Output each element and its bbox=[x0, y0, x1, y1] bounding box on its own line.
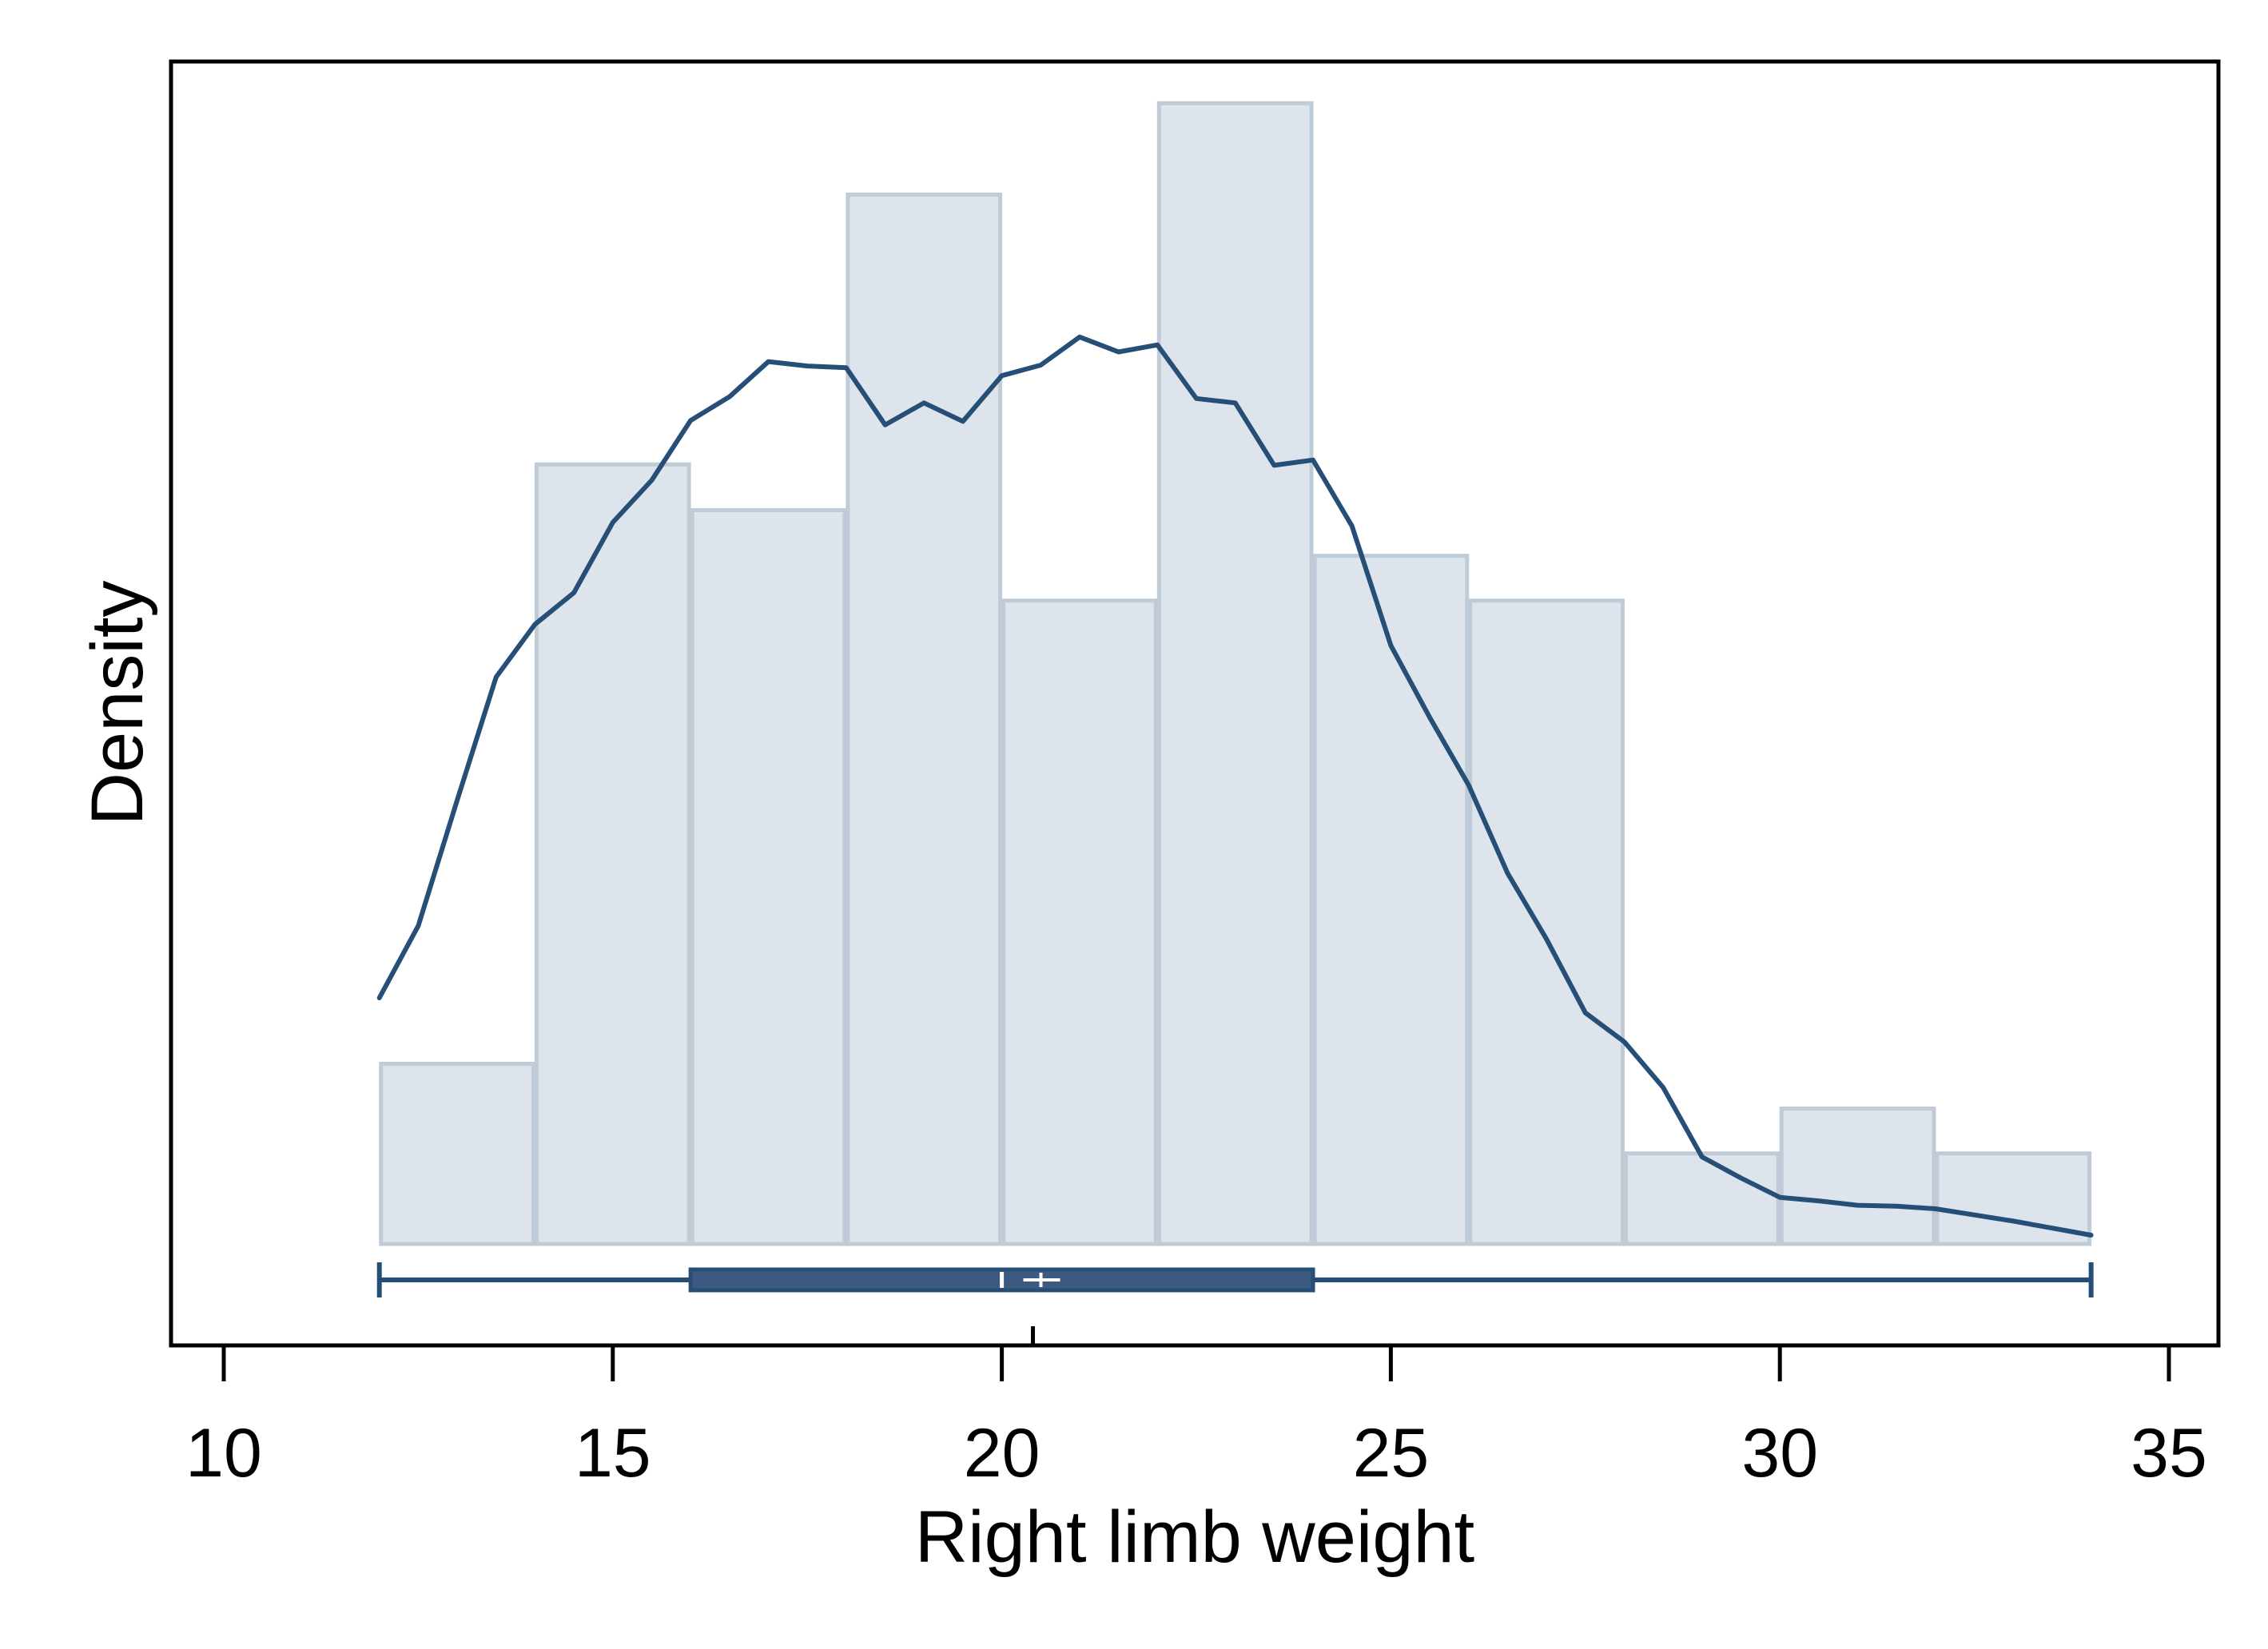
density-curve-group bbox=[376, 334, 2094, 1238]
histogram-bar bbox=[1001, 598, 1158, 1246]
histogram-bar bbox=[1623, 1151, 1781, 1246]
x-tick-label: 20 bbox=[964, 1415, 1040, 1492]
boxplot-group bbox=[376, 1262, 2094, 1345]
histogram-bar bbox=[690, 508, 847, 1246]
density-curve bbox=[376, 334, 2094, 1238]
histogram-bar bbox=[846, 193, 1003, 1246]
histogram-bar bbox=[1156, 101, 1314, 1246]
histogram-bars bbox=[379, 101, 2092, 1246]
x-tick-label: 10 bbox=[185, 1415, 262, 1492]
histogram-bar bbox=[379, 1062, 535, 1246]
y-axis-title: Density bbox=[77, 581, 158, 826]
histogram-bar bbox=[1312, 554, 1470, 1246]
x-axis-ticks: 10 15 20 25 30 35 bbox=[185, 1345, 2207, 1492]
x-tick-label: 35 bbox=[2131, 1415, 2207, 1492]
histogram-bar bbox=[1779, 1107, 1936, 1246]
histogram-bar bbox=[534, 462, 691, 1246]
x-tick-label: 25 bbox=[1353, 1415, 1430, 1492]
x-axis-title: Right limb weight bbox=[915, 1496, 1475, 1578]
histogram-bar bbox=[1468, 598, 1625, 1246]
x-tick-label: 30 bbox=[1741, 1415, 1818, 1492]
plot-frame bbox=[169, 59, 2221, 1348]
x-tick-label: 15 bbox=[575, 1415, 651, 1492]
